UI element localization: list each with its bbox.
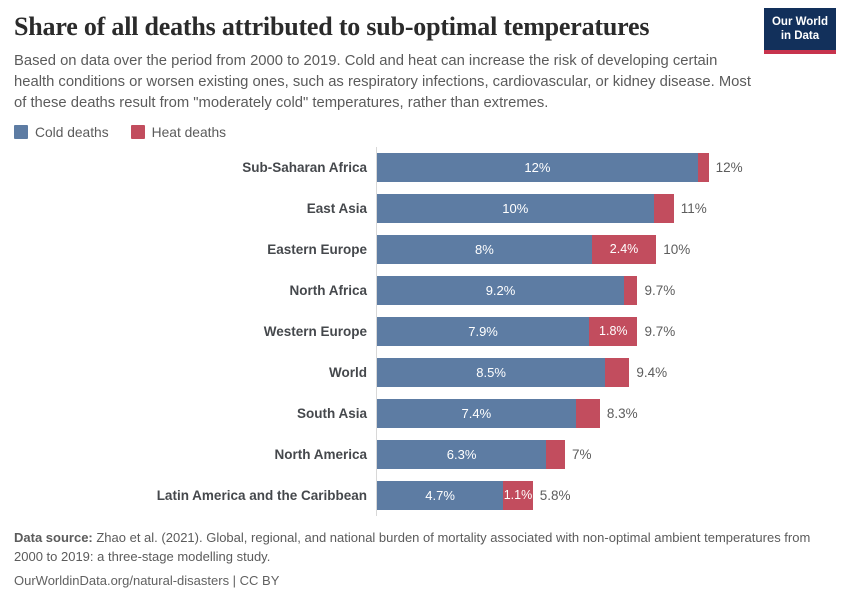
- cold-value-label: 9.2%: [485, 282, 516, 298]
- cold-value-label: 8%: [475, 241, 494, 257]
- chart-row: North Africa 9.2% 9.7%: [14, 269, 836, 311]
- total-value-label: 11%: [680, 200, 707, 216]
- cold-bar-segment: 12%: [377, 152, 698, 182]
- cold-bar-segment: 9.2%: [377, 275, 625, 305]
- heat-bar-segment: [575, 398, 600, 428]
- heat-swatch-icon: [130, 125, 145, 140]
- total-value-label: 5.8%: [539, 487, 571, 503]
- cold-swatch-icon: [14, 125, 28, 140]
- heat-bar-segment: 2.4%: [591, 234, 657, 264]
- data-source-text: Zhao et al. (2021). Global, regional, an…: [14, 529, 811, 564]
- region-label: Eastern Europe: [267, 241, 367, 257]
- cold-bar-segment: 7.9%: [377, 316, 590, 346]
- region-label: Latin America and the Caribbean: [156, 487, 367, 503]
- cold-value-label: 6.3%: [446, 446, 477, 462]
- heat-bar-segment: 1.8%: [589, 316, 638, 346]
- chart-row: World 8.5% 9.4%: [14, 351, 836, 393]
- chart-footer: Data source: Zhao et al. (2021). Global,…: [14, 529, 836, 591]
- cold-bar-segment: 10%: [377, 193, 654, 223]
- cold-bar-segment: 6.3%: [377, 439, 547, 469]
- total-value-label: 12%: [715, 159, 743, 175]
- heat-bar-segment: 1.1%: [503, 480, 533, 510]
- heat-bar-segment: [546, 439, 565, 469]
- chart-row: Eastern Europe 8% 2.4% 10%: [14, 228, 836, 270]
- chart-row: North America 6.3% 7%: [14, 433, 836, 475]
- region-label: Western Europe: [263, 323, 367, 339]
- heat-value-label: 2.4%: [609, 242, 639, 257]
- cold-bar-segment: 7.4%: [377, 398, 576, 428]
- region-label: South Asia: [296, 405, 367, 421]
- cold-bar-segment: 8.5%: [377, 357, 606, 387]
- region-label: World: [329, 364, 367, 380]
- total-value-label: 9.7%: [644, 323, 676, 339]
- heat-value-label: 1.1%: [503, 488, 533, 503]
- data-source-label: Data source:: [14, 529, 93, 545]
- bar-track: 6.3% 7%: [376, 433, 836, 475]
- cold-value-label: 4.7%: [425, 487, 455, 503]
- chart-row: Latin America and the Caribbean 4.7% 1.1% 5…: [14, 474, 836, 516]
- bar-track: 9.2% 9.7%: [376, 269, 836, 311]
- legend-label: Heat deaths: [151, 124, 227, 140]
- region-label: North Africa: [289, 282, 367, 298]
- chart-subtitle: Based on data over the period from 2000 …: [14, 52, 751, 111]
- chart-row: South Asia 7.4% 8.3%: [14, 392, 836, 434]
- owid-logo[interactable]: Our World in Data: [763, 8, 836, 54]
- region-label: Sub-Saharan Africa: [242, 159, 367, 175]
- cold-value-label: 10%: [502, 200, 529, 216]
- bar-track: 8% 2.4% 10%: [376, 228, 836, 270]
- chart-row: East Asia 10% 11%: [14, 187, 836, 229]
- page-title: Share of all deaths attributed to sub-op…: [14, 12, 650, 41]
- cold-bar-segment: 8%: [377, 234, 592, 264]
- owid-logo-line2: in Data: [780, 30, 820, 43]
- total-value-label: 9.7%: [644, 282, 676, 298]
- bar-track: 8.5% 9.4%: [376, 351, 836, 393]
- bar-track: 7.9% 1.8% 9.7%: [376, 310, 836, 352]
- chart-row: Sub-Saharan Africa 12% 12%: [14, 146, 836, 188]
- bar-track: 4.7% 1.1% 5.8%: [376, 474, 836, 516]
- legend-label: Cold deaths: [35, 124, 109, 140]
- chart-legend: Cold deaths Heat deaths: [14, 125, 836, 140]
- cold-value-label: 12%: [524, 159, 551, 175]
- region-label: East Asia: [306, 200, 367, 216]
- total-value-label: 8.3%: [606, 405, 638, 421]
- cold-bar-segment: 4.7%: [377, 480, 504, 510]
- legend-item-heat: Heat deaths: [130, 124, 227, 140]
- total-value-label: 9.4%: [636, 364, 668, 380]
- bar-track: 12% 12%: [376, 146, 836, 188]
- owid-logo-line1: Our World: [771, 16, 828, 28]
- region-label: North America: [274, 446, 367, 462]
- cold-value-label: 8.5%: [476, 364, 506, 380]
- heat-bar-segment: [624, 275, 638, 305]
- total-value-label: 7%: [571, 446, 592, 462]
- bar-track: 7.4% 8.3%: [376, 392, 836, 434]
- legend-item-cold: Cold deaths: [14, 125, 109, 140]
- owid-url-link[interactable]: OurWorldinData.org/natural-disasters | C…: [14, 572, 280, 588]
- cold-value-label: 7.4%: [461, 405, 492, 421]
- total-value-label: 10%: [663, 241, 691, 257]
- heat-bar-segment: [653, 193, 674, 223]
- heat-bar-segment: [605, 357, 630, 387]
- heat-bar-segment: [697, 152, 709, 182]
- stacked-bar-chart: Sub-Saharan Africa 12% 12% East Asia 10% 11% E…: [14, 146, 836, 516]
- heat-value-label: 1.8%: [599, 324, 628, 339]
- data-source-note: Data source: Zhao et al. (2021). Global,…: [14, 529, 834, 567]
- cold-value-label: 7.9%: [468, 323, 498, 339]
- chart-row: Western Europe 7.9% 1.8% 9.7%: [14, 310, 836, 352]
- bar-track: 10% 11%: [376, 187, 836, 229]
